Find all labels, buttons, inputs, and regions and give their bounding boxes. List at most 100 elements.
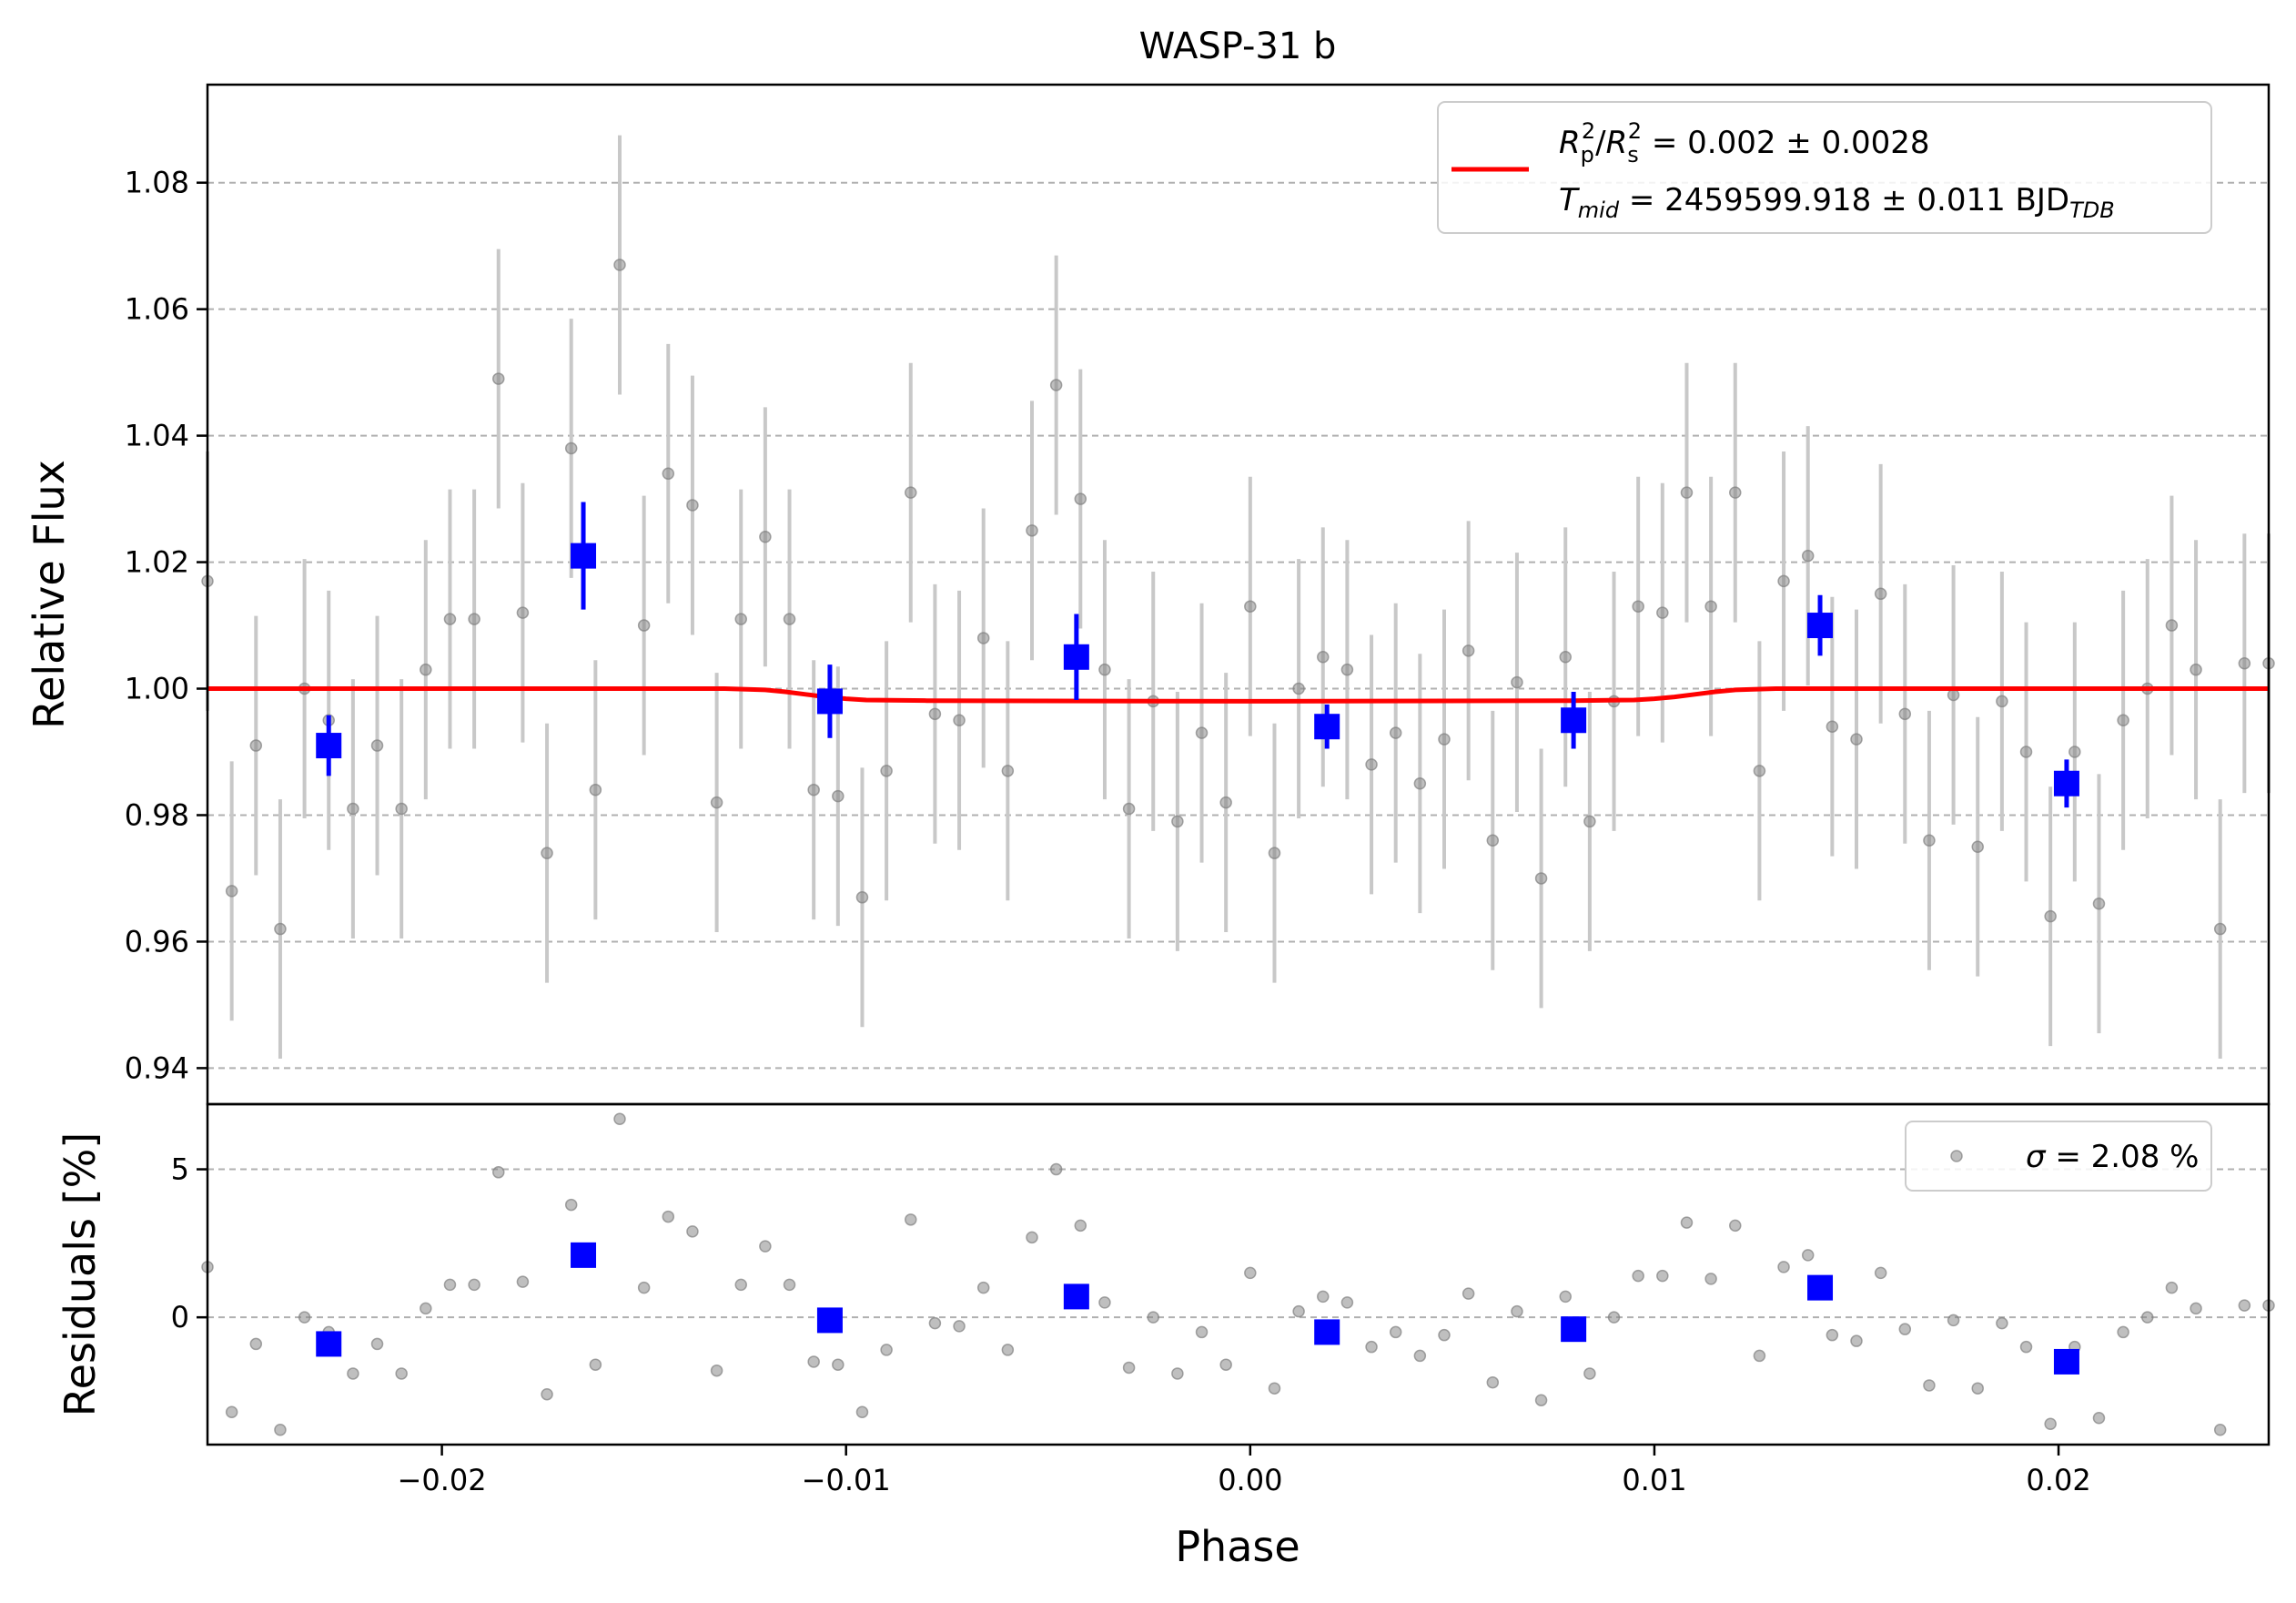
raw-residual-point bbox=[564, 1198, 578, 1212]
raw-flux-point bbox=[1098, 663, 1111, 676]
flux-raw-points bbox=[201, 259, 2275, 936]
binned-residual-point bbox=[1063, 1283, 1089, 1310]
raw-residual-point bbox=[2213, 1423, 2227, 1436]
raw-residual-point bbox=[225, 1405, 238, 1418]
raw-flux-point bbox=[1632, 600, 1644, 613]
y-tick-label: 5 bbox=[171, 1152, 189, 1187]
binned-residual-point bbox=[816, 1307, 843, 1334]
raw-flux-point bbox=[1947, 688, 1960, 702]
raw-flux-point bbox=[589, 783, 602, 796]
raw-residual-point bbox=[1389, 1325, 1402, 1339]
transit-model-line bbox=[207, 686, 2269, 704]
raw-flux-point bbox=[1026, 524, 1038, 537]
raw-residual-point bbox=[1462, 1287, 1475, 1300]
raw-residual-point bbox=[1874, 1266, 1887, 1280]
legend-tmid-text: Tmid = 2459599.918 ± 0.011 BJDTDB bbox=[1559, 182, 2115, 223]
raw-residual-point bbox=[880, 1344, 893, 1356]
raw-flux-point bbox=[1074, 492, 1087, 505]
flux-binned-points bbox=[316, 502, 2079, 808]
raw-residual-point bbox=[1074, 1219, 1087, 1233]
raw-residual-point bbox=[2019, 1340, 2033, 1354]
y-tick-label: 0.96 bbox=[125, 924, 189, 959]
raw-flux-point bbox=[2213, 922, 2227, 936]
raw-residual-point bbox=[1680, 1216, 1694, 1229]
raw-flux-point bbox=[420, 663, 432, 676]
raw-flux-point bbox=[1583, 815, 1596, 828]
raw-residual-point bbox=[1317, 1290, 1330, 1304]
flux-y-ticks: 0.94 0.96 0.98 1.00 1.02 1.04 1.06 1.08 bbox=[125, 166, 207, 1085]
raw-residual-point bbox=[1632, 1269, 1644, 1283]
raw-flux-point bbox=[1365, 758, 1378, 771]
raw-flux-point bbox=[1219, 796, 1232, 809]
raw-residual-point bbox=[1583, 1367, 1596, 1380]
raw-flux-point bbox=[1413, 776, 1427, 790]
raw-residual-point bbox=[443, 1278, 457, 1292]
raw-residual-point bbox=[1923, 1379, 1936, 1392]
flux-model-curve bbox=[207, 686, 2269, 704]
raw-residual-point bbox=[637, 1281, 651, 1294]
raw-residual-point bbox=[370, 1337, 384, 1351]
y-tick-label: 1.08 bbox=[125, 166, 189, 200]
binned-flux-point bbox=[1063, 644, 1089, 670]
raw-flux-point bbox=[249, 739, 263, 752]
raw-flux-point bbox=[1292, 682, 1305, 695]
raw-flux-point bbox=[1996, 695, 2008, 708]
raw-flux-point bbox=[2092, 898, 2106, 910]
raw-residual-point bbox=[855, 1405, 869, 1418]
binned-residual-point bbox=[571, 1242, 597, 1268]
raw-residual-point bbox=[1122, 1361, 1136, 1375]
raw-flux-point bbox=[1680, 486, 1694, 499]
raw-flux-point bbox=[1340, 663, 1354, 676]
y-tick-label: 0.94 bbox=[125, 1050, 189, 1085]
raw-flux-point bbox=[832, 789, 845, 803]
raw-residual-point bbox=[274, 1423, 287, 1436]
raw-flux-point bbox=[759, 531, 772, 543]
raw-flux-point bbox=[1438, 733, 1451, 746]
raw-flux-point bbox=[2019, 746, 2033, 758]
raw-residual-point bbox=[1729, 1219, 1742, 1233]
x-axis-label: Phase bbox=[1175, 1522, 1300, 1571]
legend-depth-text: Rp2/Rs2 = 0.002 ± 0.0028 bbox=[1559, 118, 1930, 167]
raw-residual-point bbox=[2044, 1417, 2057, 1430]
raw-residual-point bbox=[2141, 1311, 2154, 1324]
raw-flux-point bbox=[1317, 651, 1330, 664]
binned-flux-point bbox=[571, 543, 597, 569]
raw-residual-point bbox=[759, 1240, 772, 1253]
raw-flux-point bbox=[1511, 675, 1523, 689]
raw-flux-point bbox=[1268, 847, 1281, 859]
x-tick-label: 0.02 bbox=[2026, 1463, 2090, 1497]
raw-flux-point bbox=[1244, 600, 1257, 613]
raw-flux-point bbox=[613, 259, 626, 271]
raw-residual-point bbox=[1559, 1290, 1572, 1304]
residuals-panel: 05 Residuals [%] σ = 2.08 % bbox=[56, 1102, 2275, 1446]
raw-residual-point bbox=[1947, 1314, 1960, 1327]
y-tick-label: 0.98 bbox=[125, 797, 189, 832]
raw-flux-point bbox=[492, 372, 505, 385]
raw-flux-point bbox=[1122, 802, 1136, 816]
raw-residual-point bbox=[589, 1358, 602, 1371]
raw-flux-point bbox=[1486, 834, 1500, 847]
flux-legend: Rp2/Rs2 = 0.002 ± 0.0028 Tmid = 2459599.… bbox=[1437, 101, 2212, 234]
residuals-legend: σ = 2.08 % bbox=[1905, 1121, 2212, 1192]
raw-flux-point bbox=[686, 499, 699, 512]
raw-residual-point bbox=[1365, 1340, 1378, 1354]
raw-residual-point bbox=[710, 1364, 723, 1377]
raw-flux-point bbox=[1777, 574, 1790, 588]
raw-residual-point bbox=[905, 1213, 917, 1226]
raw-residual-point bbox=[1534, 1394, 1548, 1406]
binned-flux-point bbox=[1561, 707, 1587, 734]
raw-flux-point bbox=[662, 467, 675, 481]
raw-flux-point bbox=[1923, 834, 1936, 847]
raw-flux-point bbox=[928, 707, 942, 721]
binned-residual-point bbox=[2053, 1348, 2079, 1375]
raw-flux-point bbox=[516, 606, 530, 619]
raw-flux-point bbox=[1729, 486, 1742, 499]
x-tick-label: −0.02 bbox=[398, 1463, 487, 1497]
raw-flux-point bbox=[225, 885, 238, 898]
binned-flux-point bbox=[2053, 770, 2079, 796]
x-tick-label: 0.01 bbox=[1622, 1463, 1686, 1497]
raw-flux-point bbox=[880, 765, 893, 777]
y-tick-label: 1.00 bbox=[125, 672, 189, 706]
raw-flux-point bbox=[2117, 714, 2129, 727]
